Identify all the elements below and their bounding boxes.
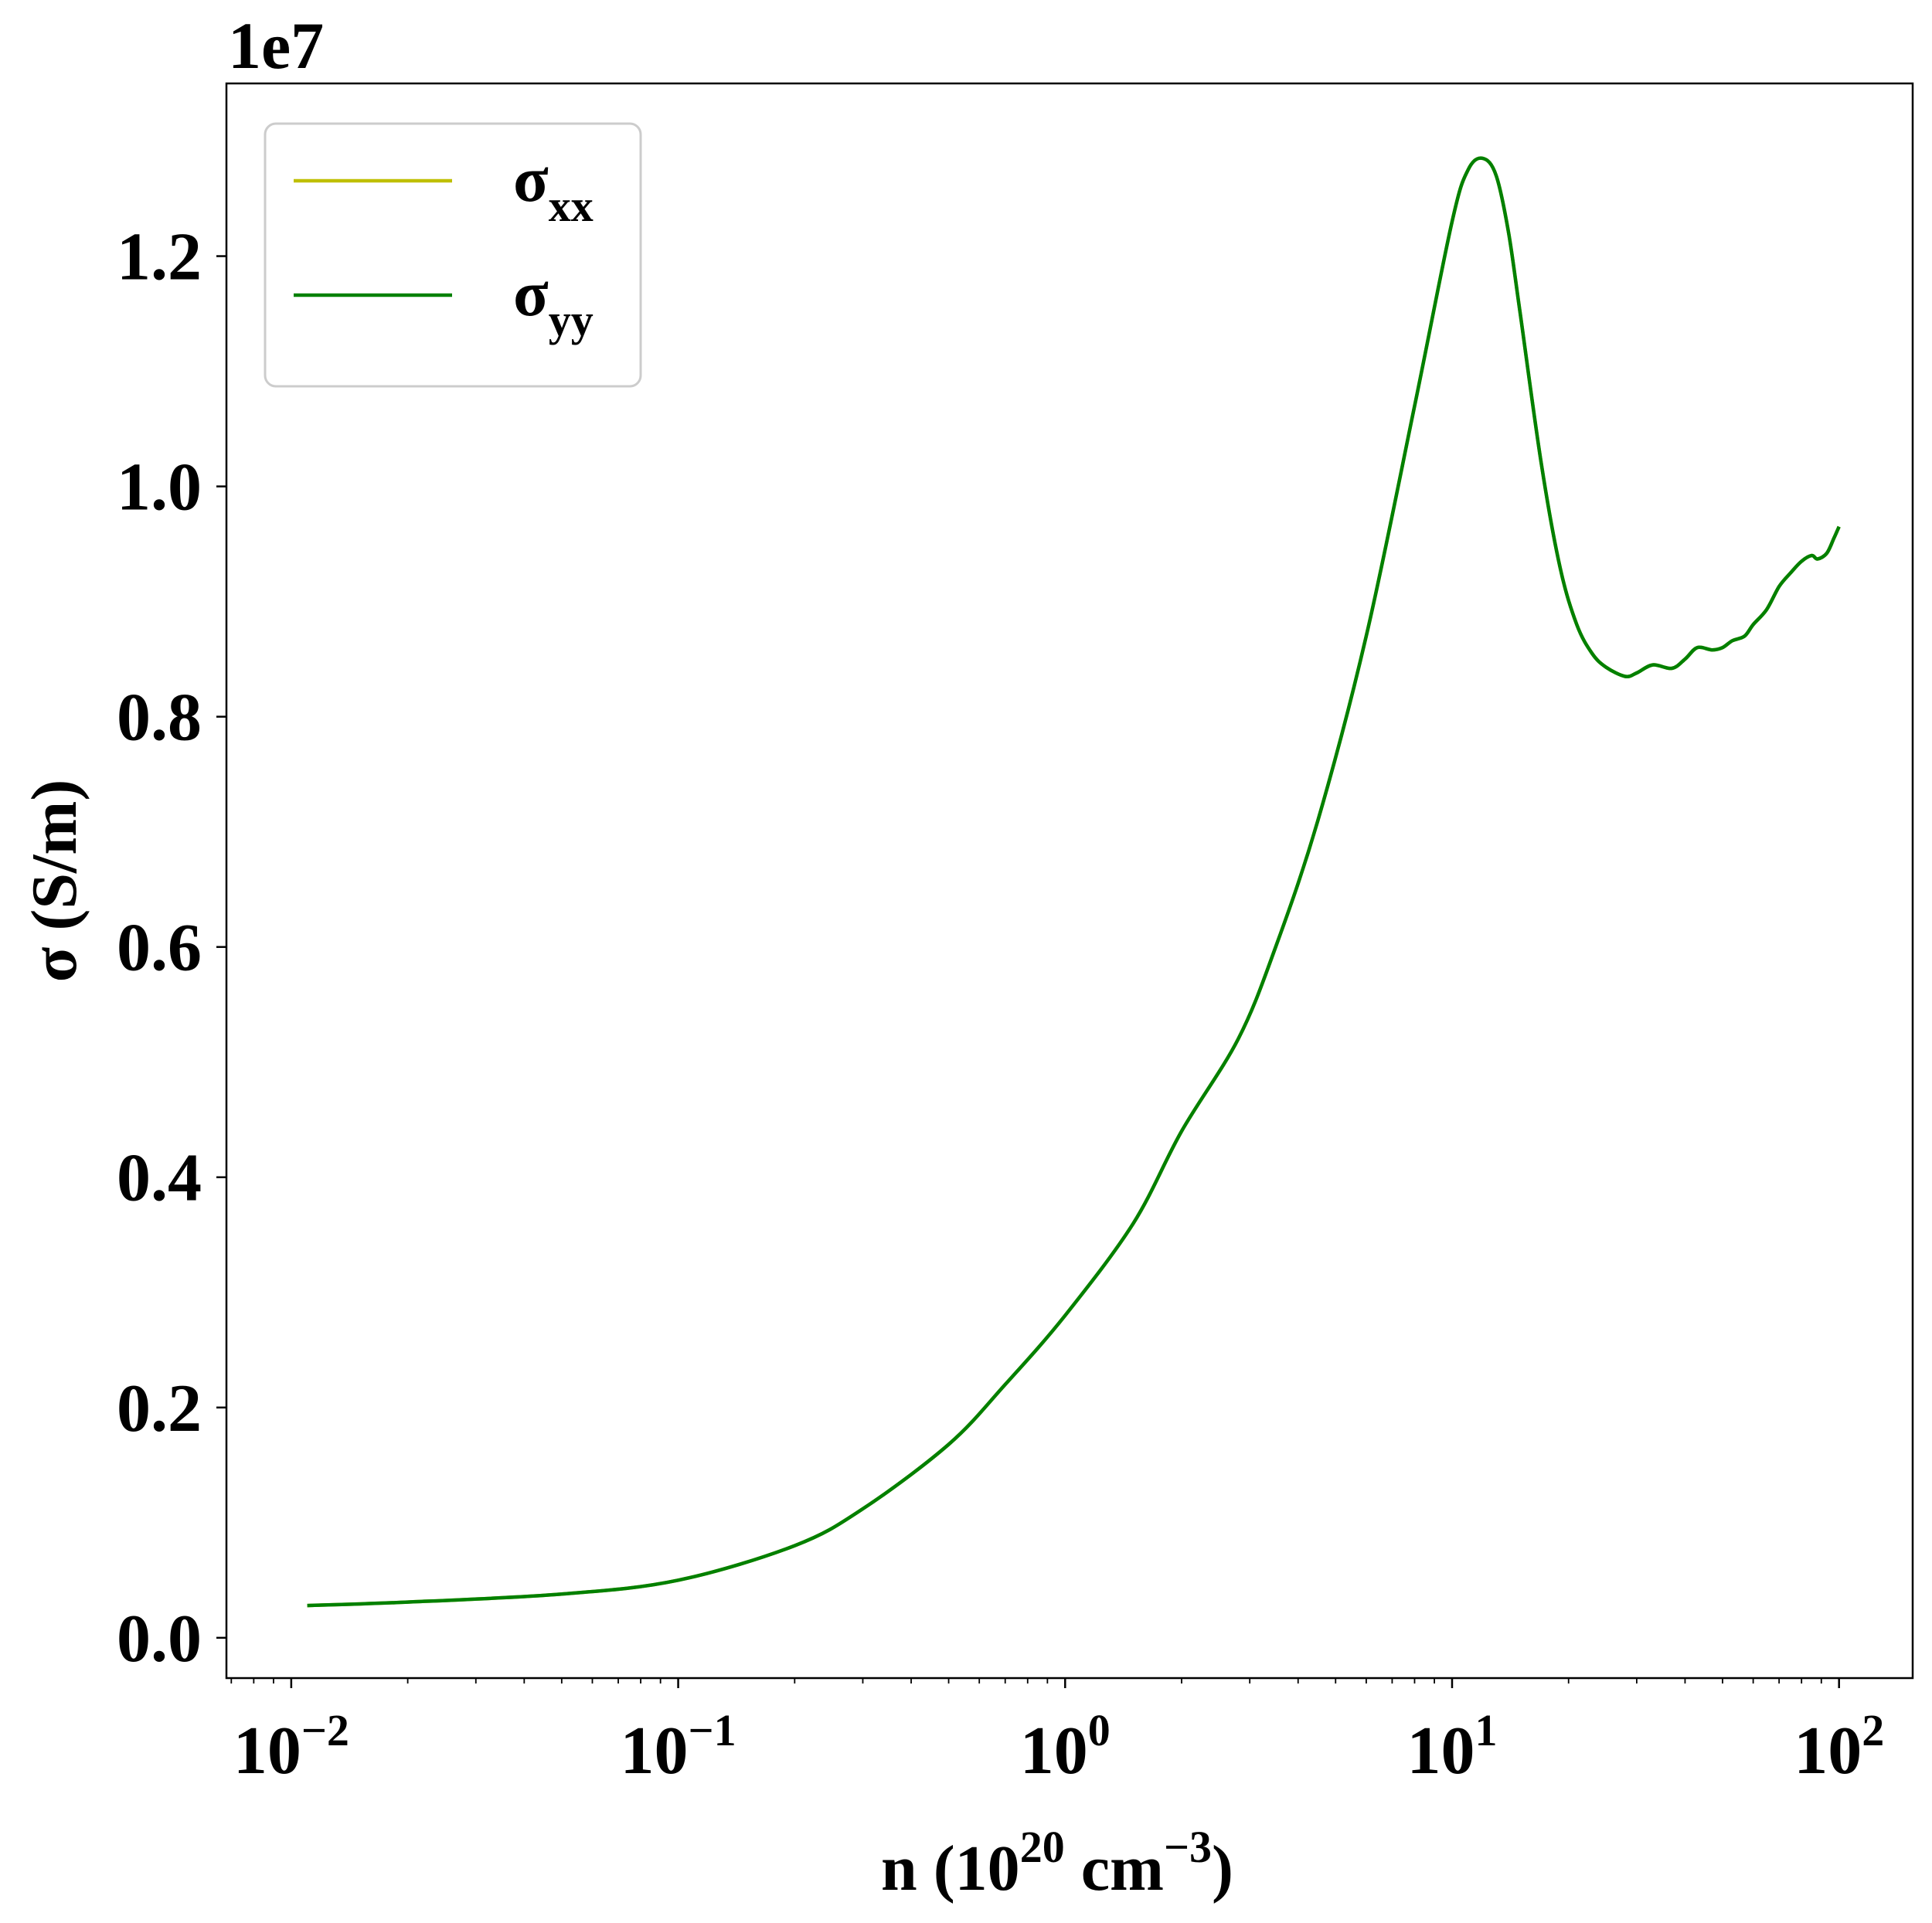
- plot-area: [307, 156, 1841, 1608]
- y-tick-label: 0.0: [117, 1602, 202, 1677]
- y-tick-label: 1.2: [117, 220, 202, 295]
- legend-label-1: σxx: [513, 144, 594, 231]
- legend-box: [264, 122, 642, 388]
- legend: σxx σyy: [264, 122, 642, 388]
- y-tick-label: 1.0: [117, 450, 202, 525]
- x-tick-label: 10−2: [233, 1705, 349, 1789]
- x-tick-label: 10−1: [621, 1705, 736, 1789]
- y-tick-label: 0.2: [117, 1371, 202, 1446]
- y-axis-ticks: 0.0 0.2 0.4 0.6 0.8 1.0 1.2: [117, 220, 226, 1677]
- y-tick-label: 0.8: [117, 681, 202, 756]
- x-tick-label: 102: [1794, 1705, 1884, 1789]
- legend-label-2: σyy: [513, 258, 594, 345]
- series-line-2: [307, 156, 1841, 1608]
- axes-frame: [225, 82, 1914, 1680]
- x-axis-ticks: 10−2 10−1 100 101 102: [230, 1678, 1884, 1789]
- y-offset-label: 1e7: [228, 8, 324, 83]
- x-tick-label: 101: [1406, 1705, 1497, 1789]
- y-axis-label: σ (S/m): [19, 780, 90, 983]
- x-axis-label: n (1020 cm−3): [881, 1822, 1233, 1904]
- y-tick-label: 0.6: [117, 911, 202, 986]
- x-tick-label: 100: [1020, 1705, 1111, 1789]
- y-tick-label: 0.4: [117, 1141, 202, 1216]
